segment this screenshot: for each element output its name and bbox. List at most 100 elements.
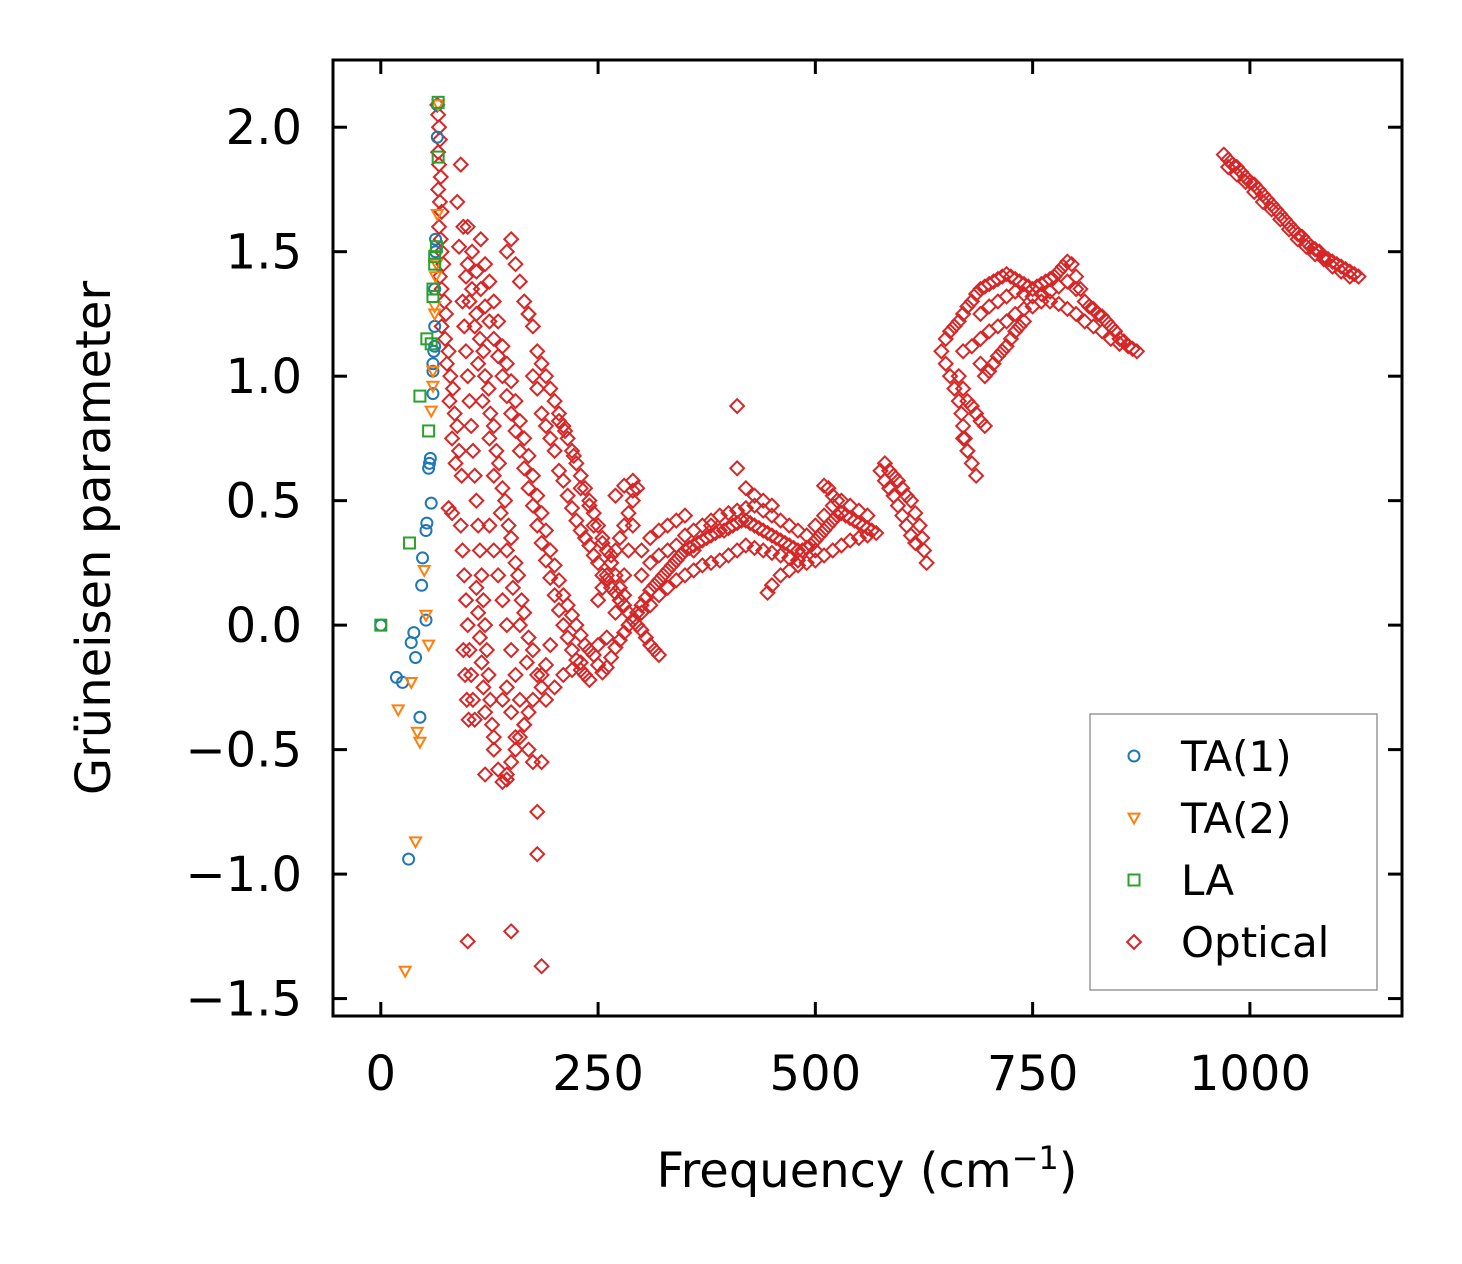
data-point [541, 380, 559, 397]
data-point [415, 578, 429, 592]
data-point [850, 502, 868, 519]
data-point [1067, 280, 1085, 298]
data-point [1298, 238, 1315, 256]
data-point [533, 534, 550, 552]
data-point [511, 442, 529, 460]
plot-frame [331, 58, 1404, 1018]
data-point [589, 656, 607, 674]
data-point [455, 641, 472, 659]
data-point [950, 367, 968, 385]
data-point [481, 430, 498, 447]
data-point [524, 641, 542, 659]
data-point [455, 567, 473, 584]
data-point [480, 380, 497, 397]
data-point [455, 318, 473, 335]
data-point [624, 492, 642, 509]
data-point [663, 557, 681, 574]
data-point [746, 517, 763, 534]
data-point [459, 933, 477, 950]
data-point [494, 338, 511, 355]
data-point [496, 492, 514, 509]
data-point [420, 516, 434, 530]
data-point [556, 422, 574, 440]
data-point [507, 666, 524, 684]
data-point [559, 629, 576, 646]
data-point [537, 691, 555, 709]
data-point [426, 387, 440, 401]
data-point [507, 255, 524, 273]
data-point [494, 691, 511, 709]
data-point [482, 691, 499, 709]
data-point [475, 342, 492, 360]
data-point [469, 355, 487, 373]
data-point [963, 397, 981, 415]
data-point [471, 330, 489, 348]
data-point [520, 305, 537, 323]
data-point [1280, 221, 1298, 238]
data-point [468, 263, 485, 280]
data-point [893, 479, 911, 497]
data-point [476, 703, 494, 721]
data-point [419, 613, 433, 627]
data-point [528, 380, 546, 397]
data-point [482, 405, 499, 422]
data-point [428, 257, 442, 271]
data-point [431, 95, 445, 109]
data-point [520, 629, 537, 646]
data-point [754, 522, 772, 539]
data-point [998, 265, 1015, 283]
data-point [436, 330, 454, 348]
data-point [404, 676, 419, 690]
data-point [515, 460, 533, 477]
data-point [511, 616, 529, 634]
data-point [498, 616, 516, 634]
data-point [1067, 305, 1085, 323]
data-point [963, 455, 981, 472]
data-point [907, 504, 924, 522]
data-point [1245, 183, 1263, 201]
data-point [444, 380, 462, 397]
data-point [602, 547, 620, 564]
data-point [967, 285, 985, 303]
data-point [441, 392, 458, 410]
data-point [676, 507, 694, 524]
data-point [702, 517, 720, 534]
data-point [1002, 330, 1020, 348]
series-optical [429, 96, 1367, 975]
data-point [520, 741, 537, 758]
data-point [473, 654, 490, 671]
data-point [1059, 253, 1076, 270]
data-point [807, 517, 824, 534]
data-point [511, 728, 529, 746]
data-point [447, 455, 464, 472]
data-point [576, 479, 594, 497]
data-point [876, 455, 894, 472]
data-point [624, 472, 642, 490]
data-point [402, 536, 416, 550]
data-point [533, 355, 550, 373]
data-point [555, 666, 572, 684]
data-point [471, 629, 489, 646]
data-point [524, 467, 542, 485]
data-point [563, 442, 581, 460]
data-point [494, 591, 511, 609]
data-point [746, 539, 763, 557]
data-point [511, 691, 529, 709]
data-point [498, 243, 516, 260]
data-point [976, 417, 994, 435]
data-point [633, 542, 650, 559]
data-point [426, 282, 440, 296]
data-point [654, 567, 672, 584]
data-point [563, 661, 581, 679]
data-point [963, 293, 981, 310]
data-point [431, 150, 445, 164]
data-point [453, 467, 470, 485]
data-point [515, 604, 533, 621]
data-point [1076, 313, 1094, 330]
data-point [437, 305, 455, 323]
data-point [594, 534, 611, 552]
data-point [492, 504, 510, 522]
legend: TA(1) TA(2) LA Optical [1089, 713, 1378, 991]
data-point [572, 522, 589, 539]
data-point [763, 577, 781, 594]
